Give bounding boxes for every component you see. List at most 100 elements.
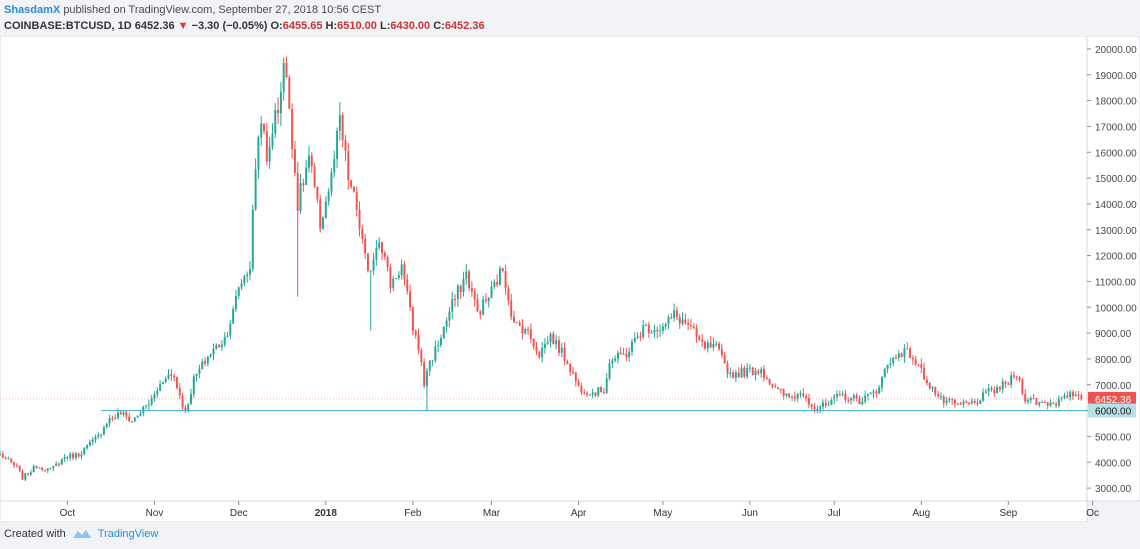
- candle-body[interactable]: [970, 400, 973, 404]
- author-link[interactable]: ShasdamX: [4, 4, 61, 16]
- candle-body[interactable]: [226, 335, 229, 337]
- candle-body[interactable]: [1041, 401, 1044, 403]
- candle-body[interactable]: [27, 473, 30, 475]
- candle-body[interactable]: [482, 299, 485, 315]
- candle-body[interactable]: [105, 423, 108, 428]
- candle-body[interactable]: [821, 402, 824, 407]
- candle-body[interactable]: [510, 300, 513, 317]
- candle-body[interactable]: [263, 123, 266, 132]
- candle-body[interactable]: [13, 462, 16, 466]
- candle-body[interactable]: [622, 354, 625, 356]
- candle-body[interactable]: [630, 341, 633, 352]
- candle-body[interactable]: [88, 441, 91, 446]
- candle-body[interactable]: [406, 279, 409, 292]
- candle-body[interactable]: [1080, 395, 1083, 399]
- candle-body[interactable]: [274, 110, 277, 134]
- candle-body[interactable]: [58, 463, 60, 465]
- candle-body[interactable]: [748, 367, 751, 369]
- candle-body[interactable]: [316, 186, 319, 200]
- candle-body[interactable]: [577, 381, 580, 386]
- candle-body[interactable]: [920, 364, 923, 368]
- candle-body[interactable]: [212, 348, 215, 355]
- candle-body[interactable]: [788, 393, 791, 398]
- candle-body[interactable]: [198, 369, 201, 374]
- candle-body[interactable]: [375, 247, 378, 260]
- candle-body[interactable]: [161, 382, 164, 385]
- candle-body[interactable]: [1063, 395, 1066, 398]
- candle-body[interactable]: [43, 469, 46, 471]
- candle-body[interactable]: [866, 393, 869, 396]
- candle-body[interactable]: [872, 391, 875, 394]
- candle-body[interactable]: [636, 336, 639, 339]
- candle-body[interactable]: [777, 387, 780, 390]
- candle-body[interactable]: [248, 269, 251, 275]
- candle-body[interactable]: [782, 389, 785, 396]
- candle-body[interactable]: [333, 159, 336, 173]
- candle-body[interactable]: [184, 407, 187, 412]
- candle-body[interactable]: [18, 465, 21, 471]
- candle-body[interactable]: [934, 387, 937, 395]
- candle-body[interactable]: [706, 342, 709, 349]
- candle-body[interactable]: [760, 369, 763, 374]
- candle-body[interactable]: [572, 372, 574, 374]
- candle-body[interactable]: [732, 372, 735, 378]
- candle-body[interactable]: [128, 416, 131, 422]
- candle-body[interactable]: [687, 323, 690, 325]
- candle-body[interactable]: [470, 288, 473, 292]
- candle-body[interactable]: [574, 372, 577, 382]
- candle-body[interactable]: [954, 399, 956, 404]
- candle-body[interactable]: [1055, 403, 1058, 406]
- candle-body[interactable]: [875, 391, 878, 394]
- candle-body[interactable]: [465, 271, 468, 279]
- candle-body[interactable]: [448, 311, 451, 321]
- candle-body[interactable]: [313, 166, 316, 187]
- candle-body[interactable]: [763, 369, 765, 378]
- candle-body[interactable]: [74, 453, 77, 458]
- candle-body[interactable]: [395, 278, 398, 280]
- candle-body[interactable]: [195, 373, 198, 377]
- candle-body[interactable]: [265, 131, 268, 162]
- candle-body[interactable]: [251, 209, 254, 270]
- candle-body[interactable]: [476, 299, 479, 312]
- candle-body[interactable]: [131, 421, 133, 423]
- candle-body[interactable]: [827, 404, 830, 406]
- candle-body[interactable]: [667, 317, 670, 325]
- candle-body[interactable]: [237, 287, 240, 296]
- candle-body[interactable]: [1010, 375, 1013, 385]
- candle-body[interactable]: [268, 146, 271, 162]
- candle-body[interactable]: [338, 115, 341, 131]
- candle-body[interactable]: [493, 281, 496, 287]
- time-axis[interactable]: [0, 500, 1088, 522]
- candle-body[interactable]: [150, 398, 153, 405]
- candle-body[interactable]: [232, 308, 235, 324]
- candle-body[interactable]: [659, 330, 662, 332]
- candle-body[interactable]: [72, 453, 75, 458]
- candle-body[interactable]: [841, 393, 844, 395]
- candle-body[interactable]: [793, 396, 796, 399]
- candle-body[interactable]: [518, 322, 521, 326]
- candle-body[interactable]: [69, 453, 72, 459]
- candle-body[interactable]: [664, 324, 667, 327]
- candle-body[interactable]: [757, 370, 760, 374]
- candle-body[interactable]: [254, 169, 257, 210]
- candle-body[interactable]: [454, 299, 457, 301]
- candle-body[interactable]: [833, 396, 836, 400]
- candle-body[interactable]: [987, 388, 990, 392]
- candle-body[interactable]: [1077, 394, 1080, 396]
- candle-body[interactable]: [521, 325, 524, 334]
- candle-body[interactable]: [945, 400, 948, 404]
- candle-body[interactable]: [285, 62, 288, 78]
- candle-body[interactable]: [1029, 398, 1032, 400]
- candle-body[interactable]: [718, 343, 721, 350]
- candle-body[interactable]: [409, 291, 412, 308]
- candle-body[interactable]: [583, 392, 586, 394]
- candle-body[interactable]: [77, 453, 80, 457]
- candle-body[interactable]: [504, 271, 507, 289]
- candle-body[interactable]: [305, 167, 308, 185]
- candle-body[interactable]: [1027, 399, 1029, 402]
- candle-body[interactable]: [951, 398, 954, 400]
- candle-body[interactable]: [838, 394, 841, 396]
- candle-body[interactable]: [968, 402, 971, 404]
- candle-body[interactable]: [529, 329, 532, 339]
- candle-body[interactable]: [352, 186, 355, 192]
